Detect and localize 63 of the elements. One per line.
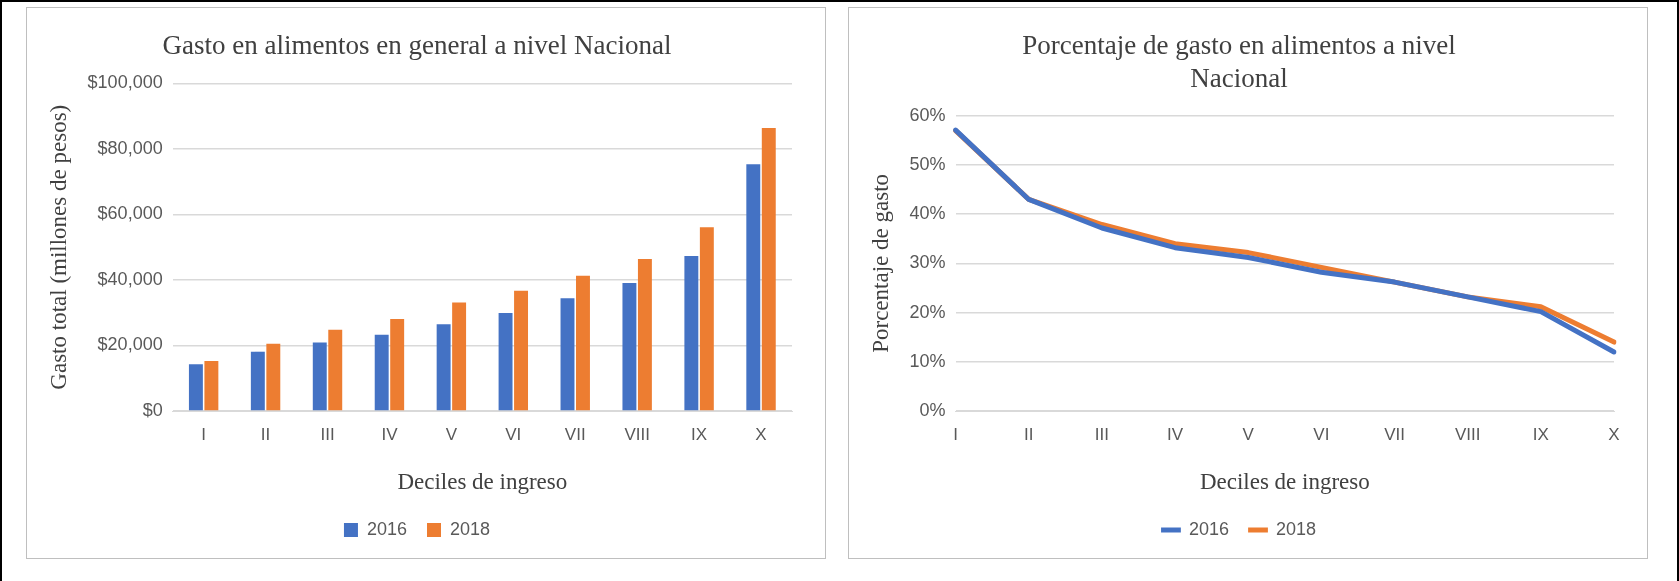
y-tick-label: $40,000 [97, 268, 163, 289]
bar [436, 324, 451, 411]
x-tick-label: I [953, 424, 958, 444]
bar [560, 298, 575, 411]
legend-label: 2018 [1276, 518, 1317, 539]
x-tick-label: II [1024, 424, 1034, 444]
bar [452, 302, 467, 411]
x-tick-label: I [201, 424, 207, 444]
bar [250, 351, 265, 411]
bar [266, 343, 281, 411]
y-tick-label: 60% [909, 104, 946, 125]
bar [684, 256, 699, 411]
bar [390, 318, 405, 411]
x-tick-label: IX [1532, 424, 1549, 444]
y-tick-label: $60,000 [97, 203, 163, 224]
x-tick-label: X [1608, 424, 1620, 444]
y-tick-label: 30% [909, 252, 946, 273]
x-tick-label: IV [381, 424, 399, 444]
x-tick-label: VII [1384, 424, 1405, 444]
x-tick-label: X [755, 424, 767, 444]
x-tick-label: V [445, 424, 458, 444]
y-tick-label: 40% [909, 203, 946, 224]
y-axis-title: Gasto total (millones de pesos) [45, 104, 71, 390]
bar [188, 364, 203, 411]
y-tick-label: $100,000 [87, 72, 163, 93]
bar [204, 360, 219, 411]
x-tick-label: III [1094, 424, 1110, 444]
bar [498, 313, 513, 411]
y-tick-label: 10% [909, 350, 946, 371]
y-tick-label: $20,000 [97, 334, 163, 355]
bar [699, 227, 714, 411]
bar [312, 342, 327, 411]
y-tick-label: $0 [142, 399, 163, 420]
y-tick-label: 0% [919, 399, 946, 420]
chart-title: Gasto en alimentos en general a nivel Nacional [162, 30, 672, 61]
x-axis-title: Deciles de ingreso [1199, 469, 1370, 495]
bar [761, 127, 776, 411]
bar [514, 290, 529, 411]
bar [374, 334, 389, 411]
x-tick-label: VI [505, 424, 522, 444]
bar [622, 282, 637, 411]
y-tick-label: $80,000 [97, 137, 163, 158]
x-tick-label: II [260, 424, 271, 444]
x-tick-label: V [1242, 424, 1255, 444]
bar [576, 275, 590, 411]
x-tick-label: VIII [624, 424, 650, 444]
legend-label: 2016 [1188, 518, 1229, 539]
x-tick-label: VIII [1454, 424, 1481, 444]
y-axis-title: Porcentaje de gasto [867, 173, 893, 353]
bar [637, 258, 652, 411]
legend-label: 2018 [450, 518, 491, 539]
bar [328, 329, 343, 411]
bar [746, 164, 761, 411]
legend-label: 2016 [366, 518, 407, 539]
y-tick-label: 20% [909, 301, 946, 322]
x-tick-label: VII [564, 424, 586, 444]
chart-title: Porcentaje de gasto en alimentos a nivel Nacional [1022, 30, 1456, 93]
x-axis-title: Deciles de ingreso [397, 469, 568, 495]
x-tick-label: IX [691, 424, 708, 444]
y-tick-label: 50% [909, 153, 946, 174]
x-tick-label: III [320, 424, 335, 444]
x-tick-label: IV [1167, 424, 1184, 444]
x-tick-label: VI [1313, 424, 1330, 444]
